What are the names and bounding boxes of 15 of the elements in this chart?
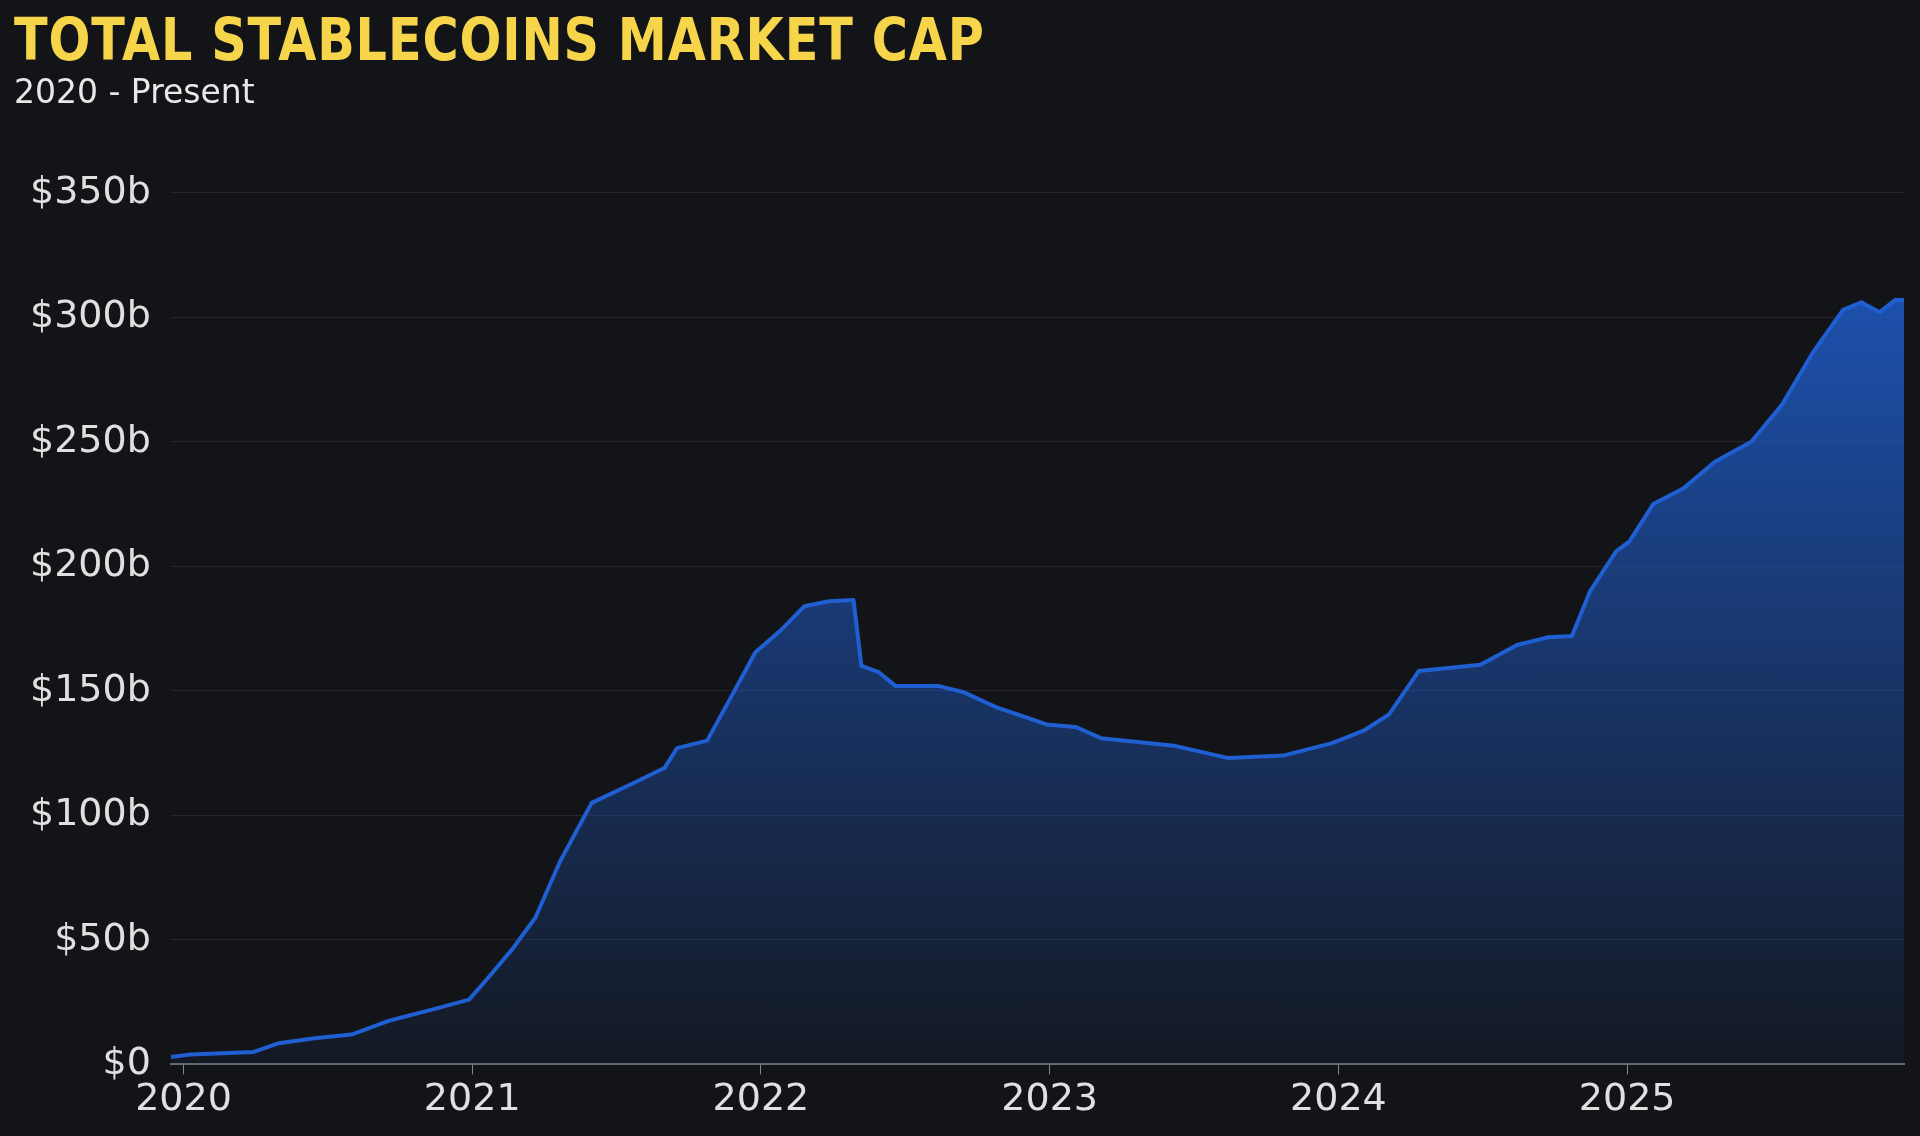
y-tick-label: $150b <box>30 665 151 710</box>
x-tick-label: 2021 <box>423 1075 521 1120</box>
y-tick-label: $250b <box>30 416 151 461</box>
x-tick-label: 2025 <box>1578 1075 1676 1120</box>
y-tick-label: $300b <box>30 292 151 337</box>
y-tick-label: $100b <box>30 790 151 835</box>
chart-subtitle: 2020 - Present <box>14 72 255 111</box>
x-tick-label: 2020 <box>135 1075 232 1120</box>
x-tick-label: 2022 <box>712 1075 810 1120</box>
y-tick-label: $200b <box>30 541 151 586</box>
y-tick-label: $50b <box>54 914 151 959</box>
y-tick-label: $350b <box>30 167 151 212</box>
chart-title: TOTAL STABLECOINS MARKET CAP <box>14 6 985 74</box>
x-tick-label: 2024 <box>1290 1075 1387 1120</box>
x-tick-label: 2023 <box>1001 1075 1099 1120</box>
